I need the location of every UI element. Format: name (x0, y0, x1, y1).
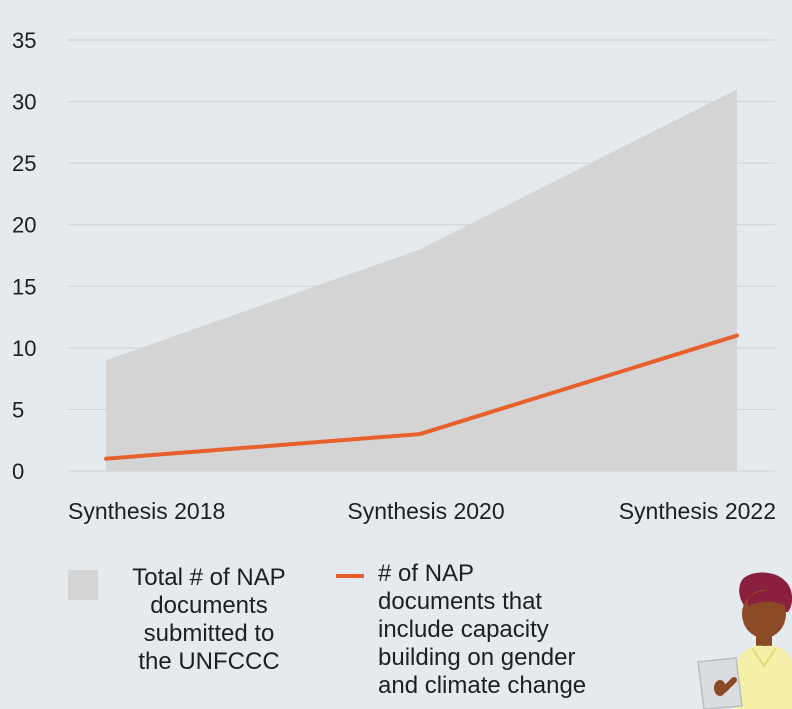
x-tick-label: Synthesis 2022 (619, 498, 776, 524)
legend: Total # of NAP documents submitted to th… (0, 560, 792, 709)
x-tick-label: Synthesis 2020 (347, 498, 504, 524)
legend-item-total: Total # of NAP documents submitted to th… (68, 564, 304, 676)
x-tick-label: Synthesis 2018 (68, 498, 225, 524)
y-tick-label: 0 (12, 459, 24, 484)
y-tick-label: 20 (12, 213, 36, 238)
area-series (106, 89, 737, 471)
y-axis-ticks: 0 5 10 15 20 25 30 35 (12, 28, 36, 484)
legend-swatch-area (68, 570, 98, 600)
person-reading-illustration (697, 572, 792, 709)
y-tick-label: 25 (12, 151, 36, 176)
y-tick-label: 30 (12, 90, 36, 115)
y-tick-label: 10 (12, 336, 36, 361)
legend-label-total: Total # of NAP documents submitted to th… (132, 564, 286, 675)
y-tick-label: 15 (12, 274, 36, 299)
legend-swatch-line (336, 574, 364, 578)
y-tick-label: 35 (12, 28, 36, 53)
legend-label-gender: # of NAP documents that include capacity… (378, 560, 587, 699)
legend-item-gender: # of NAP documents that include capacity… (336, 560, 638, 700)
line-series (104, 333, 739, 461)
y-tick-label: 5 (12, 397, 24, 422)
area-total-documents (106, 89, 737, 471)
x-axis-ticks: Synthesis 2018 Synthesis 2020 Synthesis 20… (68, 498, 776, 524)
